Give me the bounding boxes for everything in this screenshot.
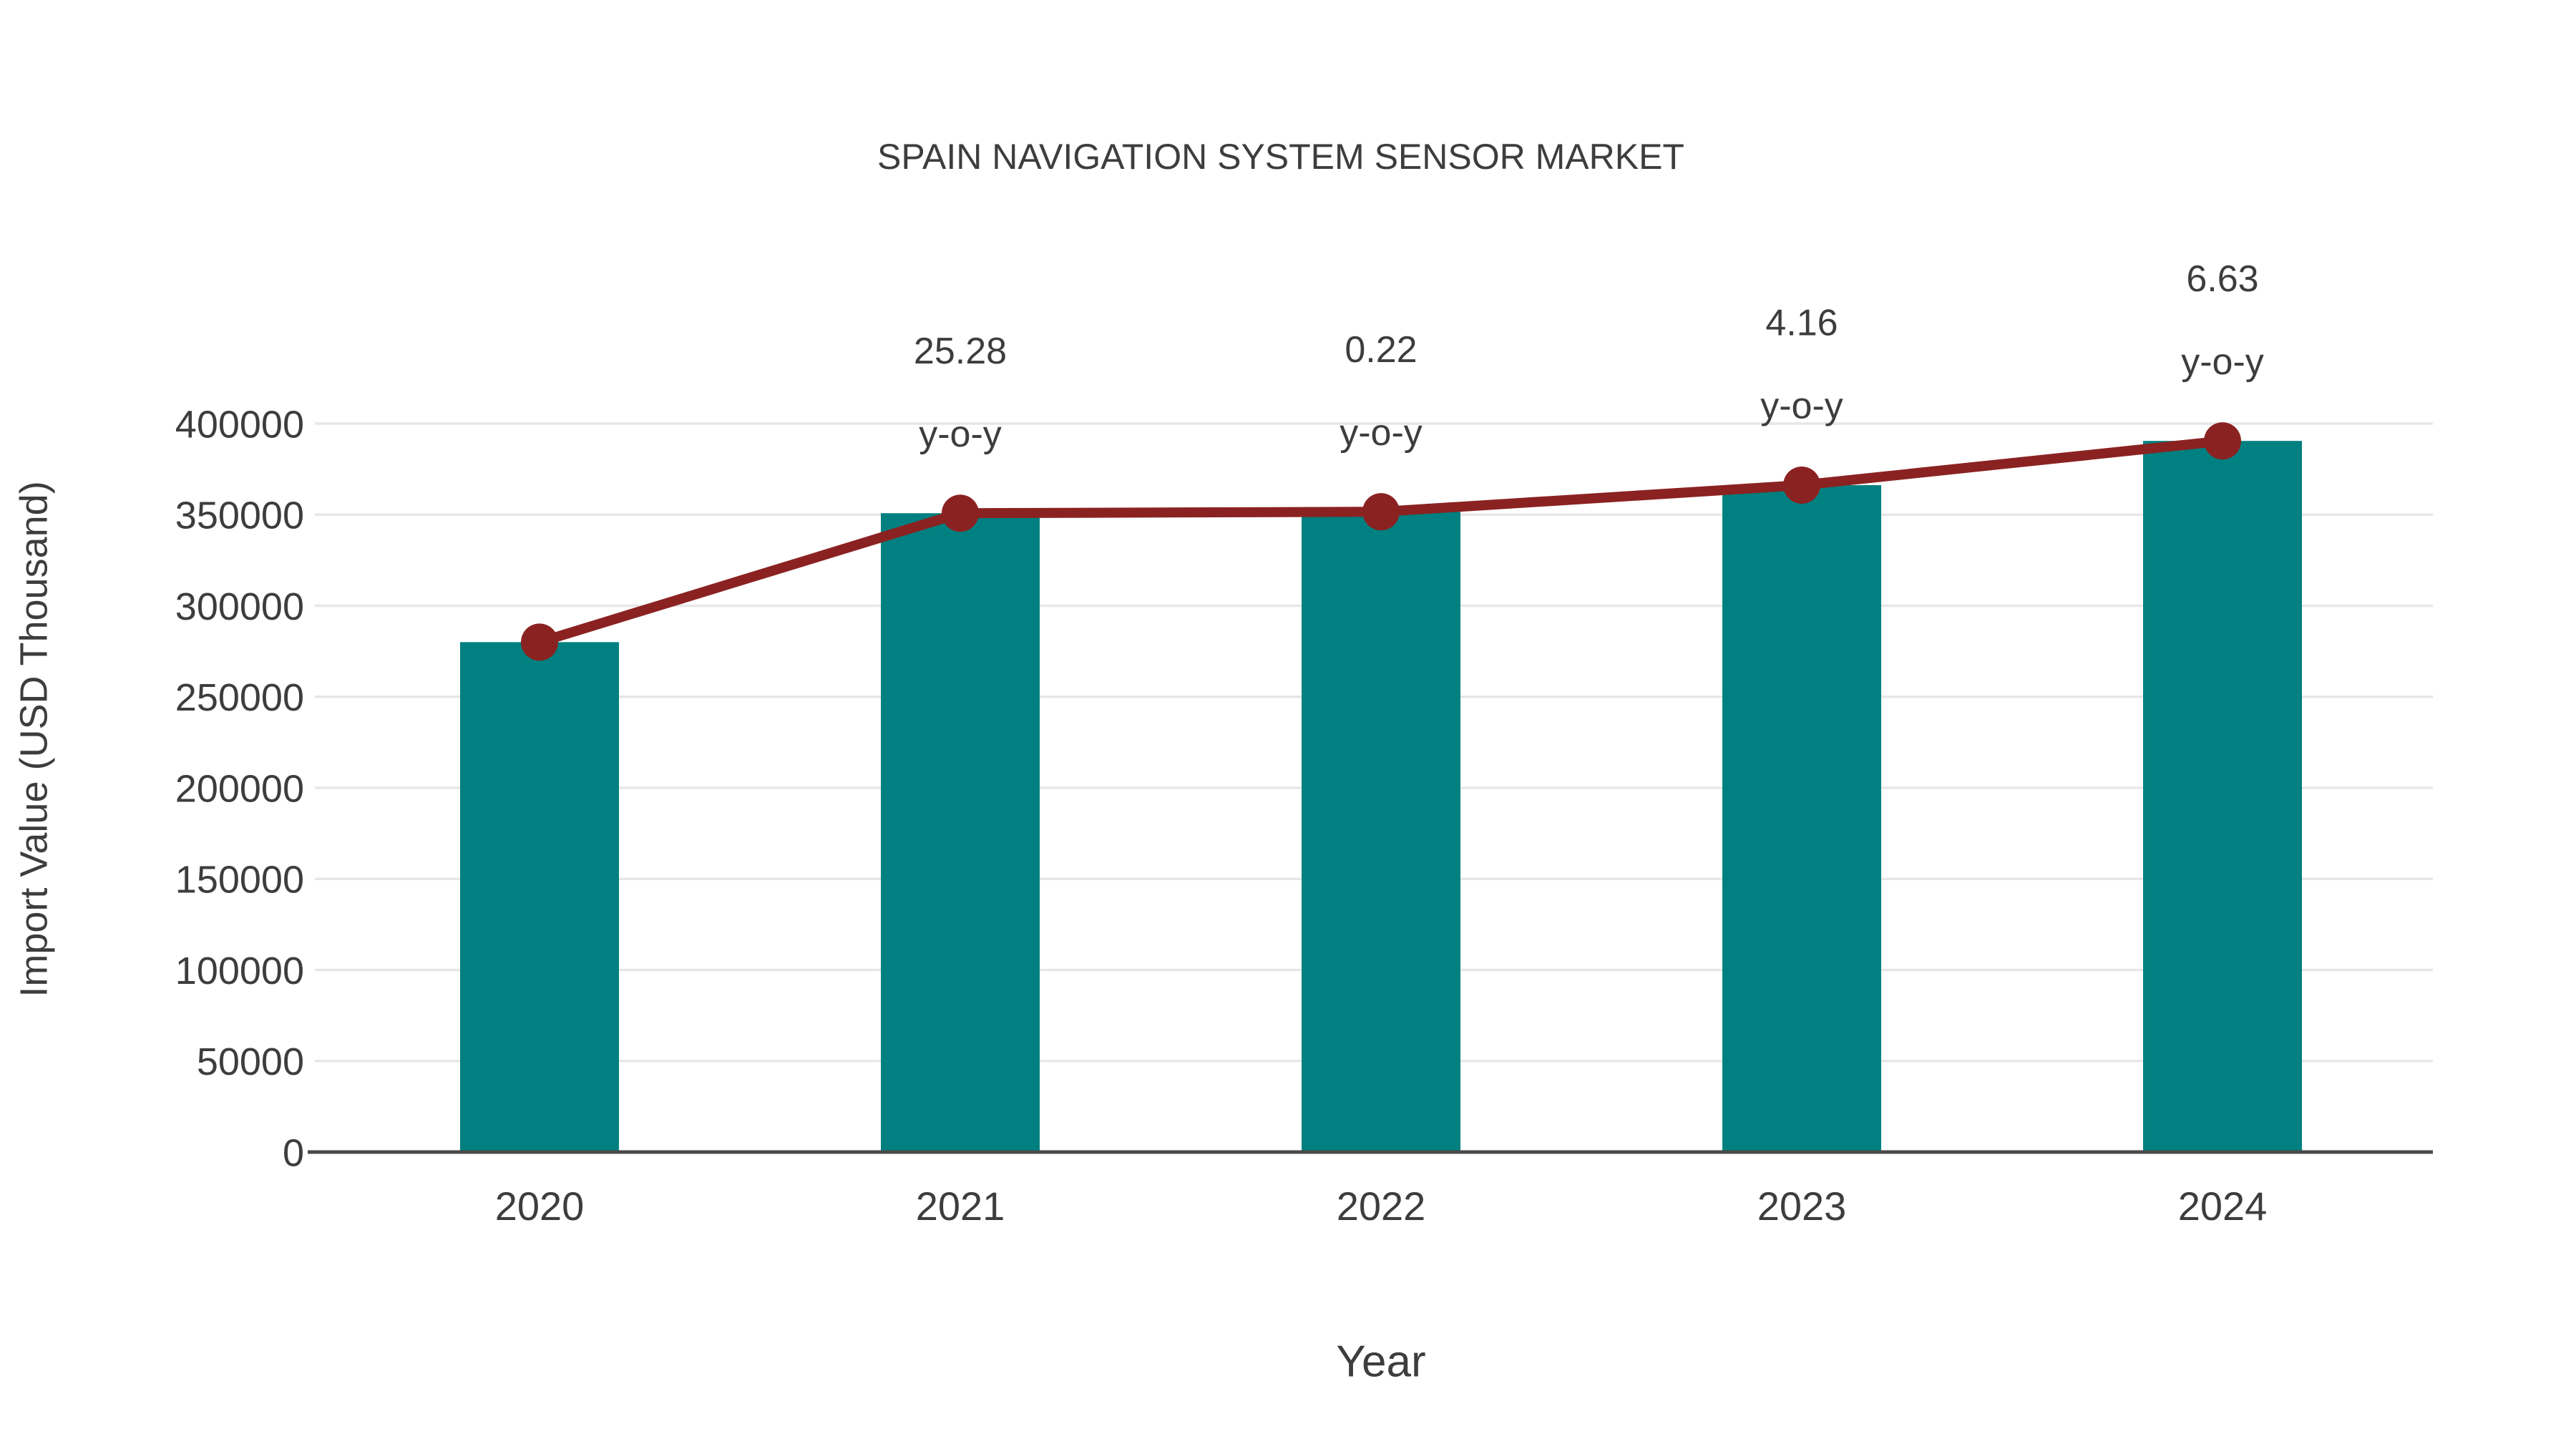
annotation-value: 0.22 [1345, 329, 1417, 371]
y-tick-label: 100000 [175, 950, 304, 992]
annotation-suffix: y-o-y [919, 414, 1002, 455]
annotation-suffix: y-o-y [2181, 341, 2264, 383]
x-tick-label: 2024 [2178, 1184, 2268, 1229]
data-point-marker [942, 494, 979, 532]
bar [1302, 512, 1460, 1152]
annotations-group: 25.28 y-o-y 0.22 y-o-y 4.16 y-o-y 6.63 y-o-y [914, 258, 2264, 455]
annotation-value: 25.28 [914, 331, 1007, 372]
bars-group [460, 441, 2302, 1152]
markers-group [521, 422, 2241, 661]
bar [460, 642, 619, 1152]
x-tick-label: 2020 [495, 1184, 585, 1229]
data-point-marker [1362, 493, 1400, 531]
chart-title: SPAIN NAVIGATION SYSTEM SENSOR MARKET [877, 137, 1684, 177]
data-point-marker [2204, 422, 2241, 460]
y-tick-label: 250000 [175, 676, 304, 719]
x-tick-labels-group: 2020 2021 2022 2023 2024 [495, 1184, 2268, 1229]
annotation-suffix: y-o-y [1760, 386, 1843, 427]
bar [1722, 485, 1881, 1152]
y-tick-label: 200000 [175, 767, 304, 810]
data-point-marker [521, 623, 558, 661]
x-axis-title: Year [1336, 1337, 1425, 1386]
annotation-value: 6.63 [2186, 258, 2258, 300]
y-axis-title: Import Value (USD Thousand) [12, 481, 55, 997]
y-tick-label: 400000 [175, 403, 304, 446]
y-tick-label: 150000 [175, 859, 304, 902]
y-tick-label: 300000 [175, 585, 304, 628]
y-tick-labels-group: 0 50000 100000 150000 200000 250000 300000 3500… [175, 403, 304, 1174]
data-point-marker [1783, 467, 1820, 504]
x-tick-label: 2021 [916, 1184, 1005, 1229]
annotation-value: 4.16 [1765, 303, 1838, 344]
y-tick-label: 50000 [197, 1040, 304, 1083]
x-tick-label: 2022 [1337, 1184, 1426, 1229]
x-tick-label: 2023 [1757, 1184, 1847, 1229]
y-tick-label: 350000 [175, 494, 304, 537]
bar [881, 513, 1040, 1152]
bar [2143, 441, 2302, 1152]
annotation-suffix: y-o-y [1340, 412, 1423, 454]
y-tick-label: 0 [283, 1131, 304, 1174]
